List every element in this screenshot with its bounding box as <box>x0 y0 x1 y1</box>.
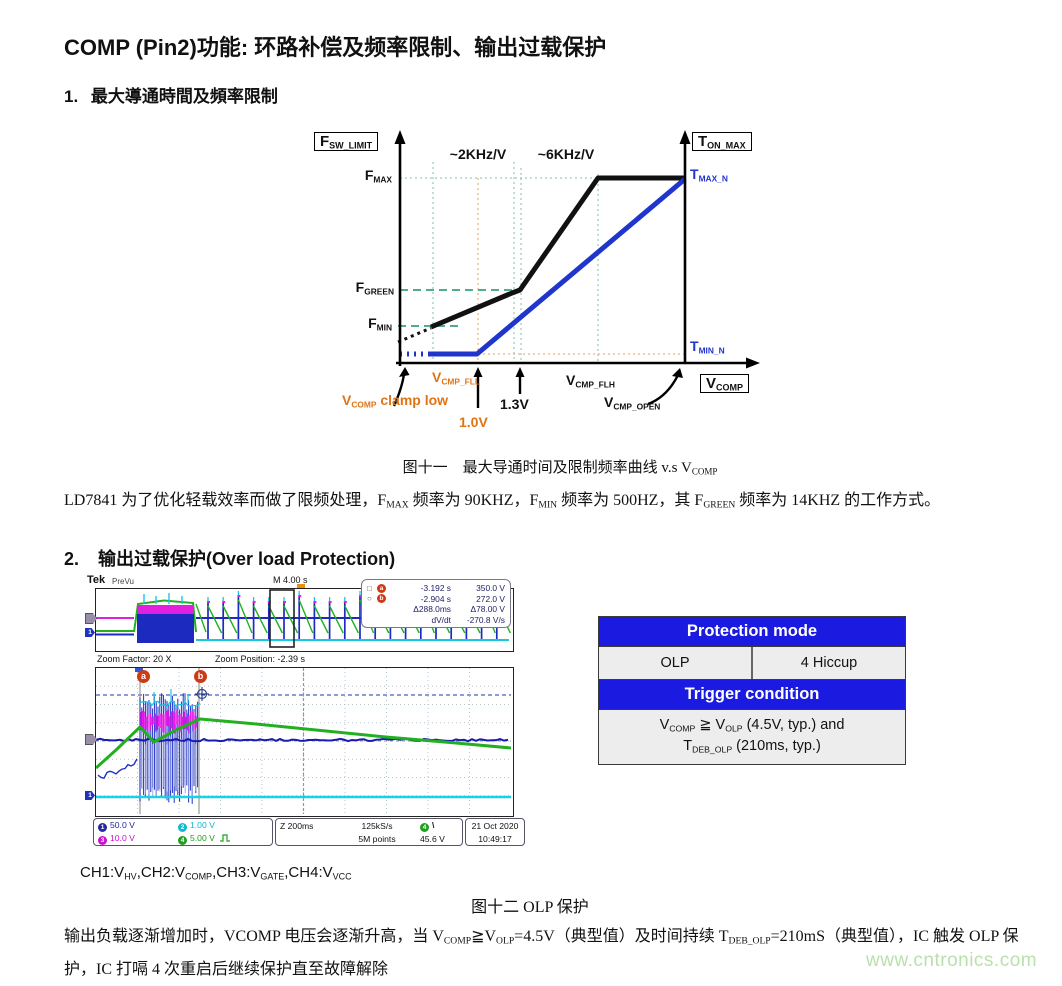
ch1-ref-marker-overview: 1 <box>85 628 95 637</box>
cursor-a-volt: 350.0 V <box>476 583 505 594</box>
section1-number: 1. <box>64 87 79 106</box>
figure12-caption: 图十二 OLP 保护 <box>471 899 589 916</box>
label-1-3v: 1.3V <box>500 396 529 412</box>
waveform-icon <box>220 833 231 842</box>
fsw-curve-dotted <box>397 326 432 344</box>
ton-curve <box>428 177 687 357</box>
ch2-scale: 1.00 V <box>190 819 215 830</box>
label-fgreen: FGREEN <box>355 279 394 297</box>
teal-gridlines <box>400 162 599 363</box>
label-vcmp-flh: VCMP_FLH <box>566 372 615 390</box>
ch3-ref-marker-overview <box>85 613 97 624</box>
cursor-b-circle-icon: ○ <box>367 594 372 604</box>
scope-channel-caption: CH1:VHV,CH2:VCOMP,CH3:VGATE,CH4:VVCC <box>80 864 352 882</box>
protection-type-cell: OLP <box>599 647 753 679</box>
cursor-delta-time: Δ288.0ms <box>413 604 451 615</box>
threshold-dashes <box>398 289 517 327</box>
orange-gridlines <box>477 178 685 363</box>
section1-title: 最大導通時間及頻率限制 <box>90 87 278 106</box>
trigger-condition-header: Trigger condition <box>599 679 905 709</box>
label-tmin-n: TMIN_N <box>690 338 725 356</box>
axes <box>396 140 750 366</box>
ch4-scale: 5.00 V <box>190 832 215 843</box>
section1-body: LD7841 为了优化轻载效率而做了限频处理，FMAX 频率为 90KHZ，FM… <box>64 492 941 511</box>
label-vcomp-clamp-low: VCOMP clamp low <box>342 392 449 410</box>
ch1-scale: 50.0 V <box>110 819 135 830</box>
ch4-badge: 4 <box>178 835 187 845</box>
scope-brand: Tek <box>87 574 106 586</box>
watermark: www.cntronics.com <box>866 950 1038 971</box>
label-fmax: FMAX <box>364 167 392 185</box>
record-length: 5M points <box>358 833 396 844</box>
trigger-level: 45.6 V <box>420 833 445 844</box>
protection-action-cell: 4 Hiccup <box>800 655 858 671</box>
cursor-a-square-icon: □ <box>367 583 372 593</box>
frequency-curve-svg <box>392 130 760 408</box>
ch1-ref-marker-zoom: 1 <box>85 791 95 800</box>
horizontal-trigger-box: Z 200ms 125kS/s 4 \ 5M points 45.6 V <box>275 818 463 846</box>
axis-arrowheads <box>394 130 760 369</box>
section2-number: 2. <box>64 549 80 569</box>
zoom-scale: Z 200ms <box>280 820 314 831</box>
section2-heading: 2. 输出过载保护(Over load Protection) <box>64 545 395 571</box>
ch3-ref-marker-zoom <box>85 734 97 745</box>
scope-zoom-panel: a b <box>94 667 514 817</box>
label-vcomp-axis: VCOMP <box>700 374 750 393</box>
cursor-a-mini-badge: a <box>377 583 386 593</box>
trigger-condition-cell: VCOMP ≧ VOLP (4.5V, typ.) and TDEB_OLP (… <box>599 709 905 764</box>
sample-rate: 125kS/s <box>361 820 393 831</box>
page-title: COMP (Pin2)功能: 环路补偿及频率限制、输出过载保护 <box>64 35 607 60</box>
oscilloscope-screenshot: Tek PreVu M 4.00 s 1 Zoom Factor: 20 X Z… <box>85 573 525 846</box>
scope-timebase: M 4.00 s <box>273 575 308 585</box>
label-slope-2khz: ~2KHz/V <box>449 146 507 162</box>
label-fmin: FMIN <box>368 315 392 333</box>
zoom-position-label: Zoom Position: -2.39 s <box>215 654 306 664</box>
cursor-readout-box: □ a -3.192 s 350.0 V ○ b -2.904 s 272.0 … <box>361 579 511 628</box>
label-slope-6khz: ~6KHz/V <box>537 146 595 162</box>
crosshair-icon <box>195 687 209 701</box>
label-vcmp-open: VCMP_OPEN <box>604 394 661 412</box>
dvdt-label: dV/dt <box>431 614 451 625</box>
label-ton-max: TON_MAX <box>692 132 752 151</box>
trigger-slope-icon: \ <box>432 819 435 830</box>
cursor-b-badge: b <box>194 670 207 683</box>
trigger-source-badge: 4 <box>420 822 429 832</box>
ch2-badge: 2 <box>178 822 187 832</box>
zoom-factor-label: Zoom Factor: 20 X <box>97 654 172 664</box>
protection-mode-header: Protection mode <box>599 617 905 646</box>
trigger-condition-line2: TDEB_OLP (210ms, typ.) <box>683 738 821 755</box>
scope-zoom-waveform <box>94 668 512 814</box>
ch3-scale: 10.0 V <box>110 832 135 843</box>
cursor-b-volt: 272.0 V <box>476 593 505 604</box>
cursor-b-mini-badge: b <box>377 594 386 604</box>
label-tmax-n: TMAX_N <box>690 166 728 184</box>
cursor-a-time: -3.192 s <box>420 583 451 594</box>
trigger-condition-line1: VCOMP ≧ VOLP (4.5V, typ.) and <box>659 717 845 734</box>
scope-acq-mode: PreVu <box>112 577 134 586</box>
section2-title: 输出过载保护(Over load Protection) <box>98 549 396 569</box>
scope-time: 10:49:17 <box>478 833 512 844</box>
cursor-b-time: -2.904 s <box>420 593 451 604</box>
cursor-delta-volt: Δ78.00 V <box>470 604 505 615</box>
protection-table: Protection mode OLP 4 Hiccup Trigger con… <box>598 616 906 765</box>
annotation-arrowheads <box>399 367 683 378</box>
dvdt-value: -270.8 V/s <box>466 614 505 625</box>
channel-scale-box: 1 50.0 V 2 1.00 V 3 10.0 V 4 5.00 V <box>93 818 273 846</box>
figure11-frequency-chart: FSW_LIMIT TON_MAX FMAX ~2KHz/V ~6KHz/V F… <box>298 126 770 452</box>
ch3-badge: 3 <box>98 835 107 845</box>
ch1-badge: 1 <box>98 822 107 832</box>
fsw-curve <box>430 175 685 330</box>
label-1v: 1.0V <box>459 414 488 430</box>
ch4-vcc-trace <box>94 717 512 770</box>
datetime-box: 21 Oct 2020 10:49:17 <box>465 818 525 846</box>
label-vcmp-fll: VCMP_FLL <box>432 369 480 387</box>
section2-body: 输出负载逐渐增加时，VCOMP 电压会逐渐升高，当 VCOMP≧VOLP=4.5… <box>64 928 1019 978</box>
label-fsw-limit: FSW_LIMIT <box>314 132 379 151</box>
figure11-caption: 图十一 最大导通时间及限制频率曲线 v.s VCOMP <box>402 460 718 477</box>
scope-date: 21 Oct 2020 <box>471 820 519 831</box>
section1-heading: 1. 最大導通時間及頻率限制 <box>64 82 278 107</box>
cursor-a-badge: a <box>137 670 150 683</box>
